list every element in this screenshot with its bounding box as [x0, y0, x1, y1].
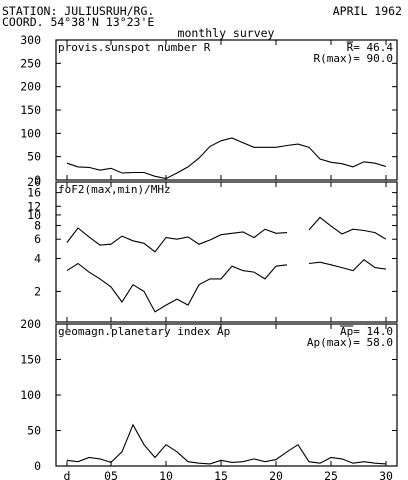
- y-tick-label: 50: [27, 424, 41, 438]
- y-tick-label: 150: [20, 103, 41, 117]
- y-tick-label: 20: [27, 175, 41, 189]
- y-tick-label: 100: [20, 388, 41, 402]
- station-label: STATION: JULIUSRUH/RG.: [2, 4, 154, 18]
- y-tick-label: 4: [34, 251, 41, 265]
- series-line: [66, 137, 387, 180]
- coord-label: COORD. 54°38'N 13°23'E: [2, 15, 154, 29]
- y-tick-label: 6: [34, 232, 41, 246]
- y-tick-label: 8: [34, 219, 41, 233]
- series-line: [308, 258, 387, 272]
- y-tick-label: 50: [27, 150, 41, 164]
- x-tick-label: 10: [159, 469, 173, 480]
- y-tick-label: 200: [20, 317, 41, 331]
- y-tick-label: 10: [27, 208, 41, 222]
- series-line: [66, 423, 387, 465]
- x-tick-label: 15: [214, 469, 228, 480]
- x-tick-label: 05: [104, 469, 118, 480]
- panel-stat: Ap(max)= 58.0: [307, 336, 393, 349]
- series-line: [66, 227, 288, 253]
- panel-title: foF2(max,min)/MHz: [58, 183, 171, 196]
- x-tick-label: 30: [379, 469, 393, 480]
- panel-stat: R(max)= 90.0: [314, 52, 393, 65]
- y-tick-label: 0: [34, 459, 41, 473]
- month-label: APRIL 1962: [333, 4, 402, 18]
- y-tick-label: 16: [27, 186, 41, 200]
- series-line: [66, 262, 288, 313]
- survey-label: monthly survey: [178, 26, 275, 40]
- y-tick-label: 12: [27, 199, 41, 213]
- panel-frame: [55, 181, 398, 323]
- panel-stat: R= 46.4: [347, 41, 394, 54]
- x-tick-label: d: [64, 469, 71, 480]
- panel-title: geomagn.planetary index Ap: [58, 325, 230, 338]
- y-tick-label: 200: [20, 80, 41, 94]
- y-tick-label: 2: [34, 284, 41, 298]
- panel-title: provis.sunspot number R: [58, 41, 211, 54]
- x-tick-label: 20: [269, 469, 283, 480]
- series-line: [308, 216, 387, 240]
- x-tick-label: 25: [324, 469, 338, 480]
- panel-ap: 0 50 100 150 200 geomagn.planetary index Ap Ap…: [20, 317, 398, 473]
- y-tick-label: 250: [20, 56, 41, 70]
- y-tick-label: 150: [20, 353, 41, 367]
- y-tick-label: 0: [34, 173, 41, 187]
- panel-sunspot: 0 50 100 150 200 250 300 provis.sunspot number …: [20, 33, 398, 187]
- y-tick-label: 300: [20, 33, 41, 47]
- panel-stat: Ap= 14.0: [340, 325, 393, 338]
- y-tick-label: 100: [20, 126, 41, 140]
